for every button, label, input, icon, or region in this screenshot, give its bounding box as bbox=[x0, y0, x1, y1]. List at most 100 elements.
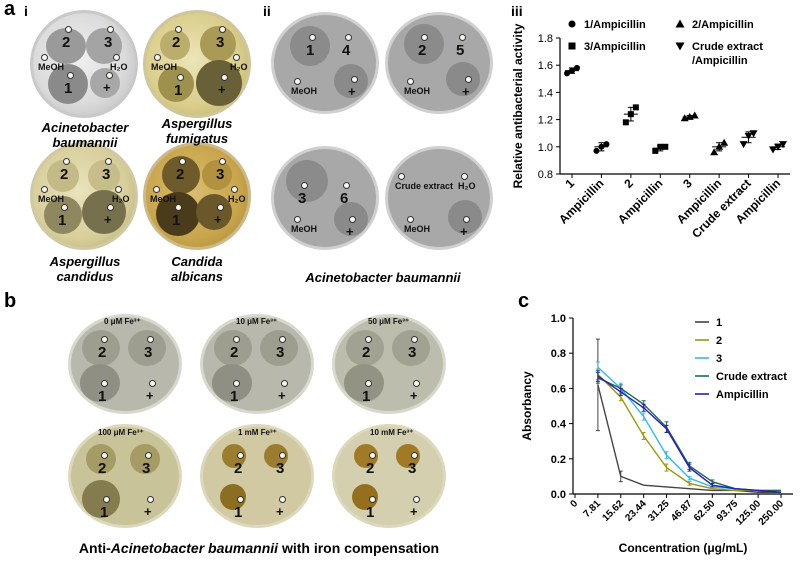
petri-dish bbox=[200, 314, 314, 414]
inhibition-zone bbox=[286, 160, 328, 202]
inhibition-zone bbox=[290, 26, 330, 66]
agar-well bbox=[177, 74, 184, 81]
compound-label: 2 bbox=[366, 460, 375, 477]
agar-well bbox=[463, 216, 470, 223]
species-label-line: albicans bbox=[170, 269, 224, 284]
compound-label: 3 bbox=[298, 190, 307, 207]
inhibition-zone bbox=[346, 330, 384, 366]
inhibition-zone bbox=[80, 364, 120, 402]
compound-label: H₂O bbox=[230, 62, 248, 72]
species-label: Aspergillus candidus bbox=[30, 254, 140, 284]
compound-label: 3 bbox=[102, 166, 111, 183]
compound-label: 2 bbox=[98, 460, 107, 477]
species-label-line: fumigatus bbox=[165, 131, 229, 146]
agar-well bbox=[407, 78, 414, 85]
agar-well bbox=[407, 216, 414, 223]
inhibition-zone bbox=[48, 64, 88, 104]
y-tick-label: 1.8 bbox=[538, 33, 553, 45]
agar-well bbox=[61, 204, 68, 211]
compound-label: 3 bbox=[408, 460, 417, 477]
iron-concentration-label: 100 μM Fe³⁺ bbox=[98, 428, 144, 437]
agar-well bbox=[465, 76, 472, 83]
data-point bbox=[632, 104, 639, 111]
data-point bbox=[739, 141, 748, 149]
data-point bbox=[774, 143, 782, 151]
agar-well bbox=[309, 34, 316, 41]
agar-well bbox=[41, 186, 48, 193]
compound-label: + bbox=[410, 388, 418, 403]
petri-dish bbox=[271, 146, 379, 250]
data-point bbox=[720, 138, 729, 146]
legend-label: 1 bbox=[716, 317, 722, 329]
compound-label: 2 bbox=[60, 166, 69, 183]
petri-dish bbox=[385, 12, 493, 114]
agar-well bbox=[106, 72, 113, 79]
petri-dish bbox=[385, 146, 493, 250]
iron-concentration-label: 10 mM Fe³⁺ bbox=[370, 428, 414, 437]
x-tick-label: 250.00 bbox=[757, 498, 787, 528]
data-point bbox=[568, 42, 576, 50]
inhibition-zone bbox=[90, 68, 120, 98]
compound-label: H₂O bbox=[110, 62, 128, 72]
compound-label: MeOH bbox=[291, 86, 318, 96]
y-tick-label: 0.6 bbox=[551, 383, 566, 395]
agar-well bbox=[411, 452, 418, 459]
compound-label: 1 bbox=[174, 82, 183, 99]
x-tick-label: 31.25 bbox=[646, 498, 672, 524]
legend-label: 3 bbox=[716, 353, 722, 365]
legend-label: 1/Ampicillin bbox=[584, 19, 646, 31]
y-tick-label: 1.4 bbox=[538, 87, 553, 99]
x-tick-label: 0 bbox=[568, 498, 580, 510]
species-label-line: Aspergillus bbox=[49, 254, 121, 269]
petri-dish bbox=[200, 424, 314, 528]
data-point bbox=[574, 64, 580, 71]
agar-well bbox=[179, 158, 186, 165]
inhibition-zone bbox=[196, 60, 242, 106]
petri-dish bbox=[332, 424, 446, 528]
agar-well bbox=[113, 54, 120, 61]
petri-dish bbox=[271, 12, 379, 114]
agar-well bbox=[105, 158, 112, 165]
agar-well bbox=[413, 380, 420, 387]
x-tick-label: 15.62 bbox=[600, 498, 626, 524]
species-label: Acinetobacter baumannii bbox=[305, 270, 461, 285]
x-tick-label: 62.50 bbox=[692, 498, 718, 524]
panel-c-letter: c bbox=[518, 290, 530, 312]
compound-label: 3 bbox=[276, 460, 285, 477]
species-label-line: Candida bbox=[171, 254, 223, 269]
agar-well bbox=[369, 452, 376, 459]
agar-well bbox=[107, 204, 114, 211]
agar-well bbox=[411, 336, 418, 343]
inhibition-zone bbox=[86, 444, 116, 474]
agar-well bbox=[103, 496, 110, 503]
compound-label: + bbox=[348, 84, 356, 99]
compound-label: 3 bbox=[408, 344, 417, 361]
inhibition-zone bbox=[130, 444, 160, 474]
panel-b-caption: Anti-Acinetobacter baumannii with iron c… bbox=[44, 540, 474, 556]
compound-label: 3 bbox=[276, 344, 285, 361]
compound-label: + bbox=[278, 388, 286, 403]
inhibition-zone bbox=[156, 192, 200, 236]
y-tick-label: 1.0 bbox=[538, 142, 553, 154]
data-point bbox=[657, 143, 664, 150]
agar-well bbox=[154, 54, 161, 61]
compound-label: 2 bbox=[230, 344, 239, 361]
species-label: Candida albicans bbox=[142, 254, 252, 284]
compound-label: + bbox=[104, 212, 112, 227]
agar-well bbox=[365, 336, 372, 343]
compound-label: + bbox=[346, 224, 354, 239]
iron-concentration-label: 10 μM Fe³⁺ bbox=[236, 317, 278, 326]
compound-label: 2 bbox=[362, 344, 371, 361]
data-point bbox=[715, 142, 724, 150]
inhibition-zone bbox=[446, 62, 480, 96]
agar-well bbox=[219, 158, 226, 165]
agar-well bbox=[365, 380, 372, 387]
agar-well bbox=[233, 54, 240, 61]
compound-label: MeOH bbox=[404, 224, 431, 234]
compound-label: 1 bbox=[58, 212, 67, 229]
inhibition-zone bbox=[82, 190, 126, 234]
compound-label: + bbox=[144, 504, 152, 519]
agar-well bbox=[343, 182, 350, 189]
agar-well bbox=[175, 26, 182, 33]
compound-label: + bbox=[462, 84, 470, 99]
